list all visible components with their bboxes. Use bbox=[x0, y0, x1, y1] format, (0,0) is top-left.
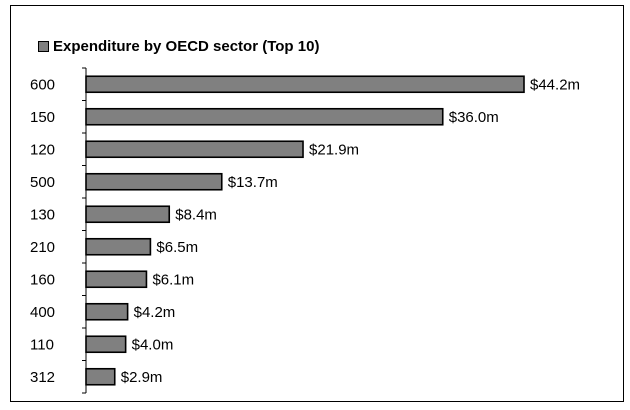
value-label: $8.4m bbox=[175, 206, 217, 223]
legend-label: Expenditure by OECD sector (Top 10) bbox=[53, 37, 320, 55]
bar bbox=[85, 205, 171, 224]
value-label: $44.2m bbox=[530, 76, 580, 93]
bar bbox=[85, 107, 444, 126]
category-label: 210 bbox=[30, 239, 55, 256]
category-label: 160 bbox=[30, 271, 55, 288]
category-label: 312 bbox=[30, 369, 55, 386]
legend-swatch bbox=[38, 40, 49, 52]
legend: Expenditure by OECD sector (Top 10) bbox=[38, 36, 319, 56]
bar bbox=[85, 75, 525, 94]
category-label: 600 bbox=[30, 76, 55, 93]
bar bbox=[85, 335, 127, 354]
value-label: $2.9m bbox=[121, 369, 163, 386]
value-label: $4.0m bbox=[132, 336, 174, 353]
bar bbox=[85, 140, 304, 159]
value-label: $4.2m bbox=[134, 304, 176, 321]
bar bbox=[85, 270, 148, 289]
bar bbox=[85, 367, 116, 386]
category-label: 400 bbox=[30, 304, 55, 321]
category-label: 110 bbox=[30, 336, 54, 353]
value-label: $6.1m bbox=[152, 271, 194, 288]
value-label: $21.9m bbox=[309, 141, 359, 158]
bar bbox=[85, 237, 152, 256]
category-label: 500 bbox=[30, 174, 55, 191]
bar bbox=[85, 302, 129, 321]
bar bbox=[85, 172, 223, 191]
value-label: $6.5m bbox=[156, 239, 198, 256]
category-label: 150 bbox=[30, 109, 55, 126]
value-label: $36.0m bbox=[449, 109, 499, 126]
category-label: 120 bbox=[30, 141, 55, 158]
category-label: 130 bbox=[30, 206, 55, 223]
value-label: $13.7m bbox=[228, 174, 278, 191]
